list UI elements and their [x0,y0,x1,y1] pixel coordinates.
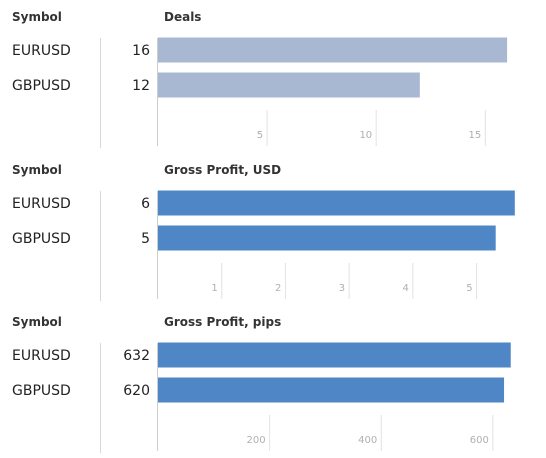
column-separator [100,191,101,301]
gross-profit-pips-bar-chart: 200 400 600 EURUSD 632 GBPUSD 620 [12,342,511,451]
chart-title: Gross Profit, pips [164,315,282,329]
tick-label: 600 [470,435,489,446]
deals-panel: Symbol Deals 5 10 15 EURUSD 16 GBPUSD 12 [0,8,546,153]
value-label: 12 [132,78,150,94]
bar-eurusd [158,37,508,63]
category-label: EURUSD [12,196,71,212]
value-label: 5 [141,231,150,247]
gross-profit-pips-panel: Symbol Gross Profit, pips 200 400 600 EURUS… [0,313,546,458]
bar-eurusd [158,342,511,368]
chart-title: Deals [164,10,202,24]
symbol-header: Symbol [12,10,62,24]
chart-title: Gross Profit, USD [164,163,282,177]
bar-eurusd [158,190,515,216]
tick-label: 3 [339,283,345,294]
tick-label: 1 [211,283,217,294]
tick-label: 10 [359,130,372,141]
category-label: EURUSD [12,348,71,364]
value-label: 620 [123,383,150,399]
category-label: GBPUSD [12,78,71,94]
tick-label: 200 [247,435,266,446]
tick-label: 5 [257,130,263,141]
deals-bar-chart: 5 10 15 EURUSD 16 GBPUSD 12 [12,37,508,146]
bar-gbpusd [158,72,420,98]
category-label: GBPUSD [12,231,71,247]
bar-gbpusd [158,225,496,251]
value-label: 632 [123,348,150,364]
tick-label: 15 [469,130,482,141]
symbol-header: Symbol [12,163,62,177]
symbol-header: Symbol [12,315,62,329]
value-label: 16 [132,43,150,59]
tick-label: 400 [358,435,377,446]
value-label: 6 [141,196,150,212]
tick-label: 5 [466,283,472,294]
column-separator [100,343,101,453]
tick-label: 2 [275,283,281,294]
column-separator [100,38,101,148]
tick-label: 4 [402,283,408,294]
category-label: GBPUSD [12,383,71,399]
gross-profit-usd-panel: Symbol Gross Profit, USD 1 2 3 4 5 EURUSD 6 GBP… [0,161,546,306]
bar-gbpusd [158,377,505,403]
gross-profit-usd-bar-chart: 1 2 3 4 5 EURUSD 6 GBPUSD 5 [12,190,515,299]
category-label: EURUSD [12,43,71,59]
